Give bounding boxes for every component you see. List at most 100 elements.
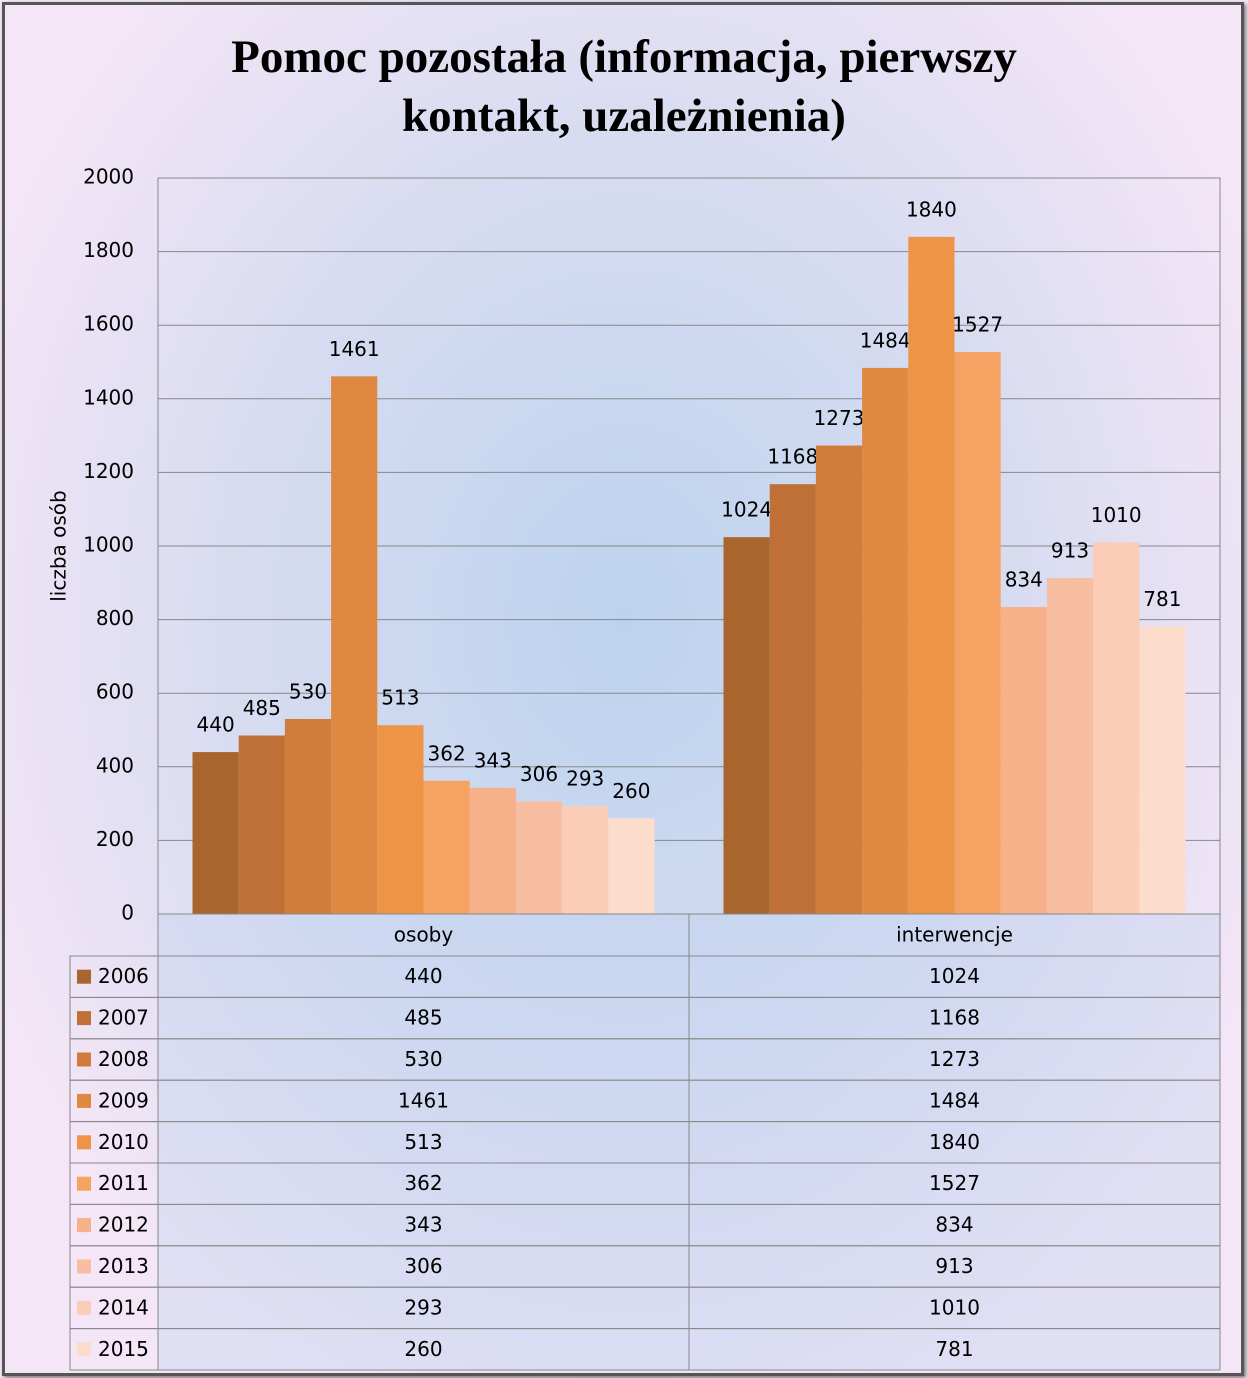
chart-title: Pomoc pozostała (informacja, pierwszy ko… (231, 31, 1017, 142)
y-tick-label: 1400 (83, 385, 134, 409)
bar (562, 806, 609, 914)
table-cell (688, 1162, 1221, 1205)
data-label: 1024 (721, 498, 772, 522)
table-value: 834 (935, 1213, 973, 1237)
y-tick-label: 400 (96, 753, 134, 777)
table-value: 530 (404, 1047, 442, 1071)
y-axis-label: liczba osób (47, 490, 71, 602)
table-cell (688, 1203, 1221, 1247)
table-cell (157, 1286, 690, 1330)
data-label: 834 (1005, 568, 1043, 592)
table-value: 781 (935, 1337, 973, 1361)
legend-label: 2010 (98, 1130, 149, 1154)
legend-label: 2015 (98, 1337, 149, 1361)
legend-label: 2011 (98, 1171, 149, 1195)
table-value: 913 (935, 1254, 973, 1278)
bar (1093, 542, 1140, 914)
table-value: 1484 (929, 1088, 980, 1112)
data-label: 1527 (952, 313, 1003, 337)
legend-swatch (77, 1218, 91, 1233)
y-tick-label: 0 (121, 901, 134, 925)
legend-swatch (77, 1342, 91, 1357)
bar (192, 752, 239, 914)
data-label: 1273 (814, 406, 865, 430)
legend-label: 2008 (98, 1047, 149, 1071)
bar (769, 484, 816, 914)
data-label: 1484 (860, 328, 911, 352)
table-cell (157, 1038, 690, 1081)
data-label: 913 (1051, 539, 1089, 563)
data-label: 260 (612, 779, 650, 803)
data-label: 1168 (767, 445, 818, 469)
table-cell (688, 996, 1221, 1040)
table-value: 293 (404, 1295, 442, 1319)
bar (515, 801, 563, 914)
y-tick-label: 1600 (83, 312, 134, 336)
bar (608, 818, 655, 914)
table-cell (157, 1121, 690, 1164)
legend-swatch (77, 1135, 91, 1150)
table-cell (688, 1079, 1221, 1123)
legend-label: 2013 (98, 1254, 149, 1278)
data-label: 440 (197, 713, 235, 737)
bar (1139, 626, 1186, 914)
table-value: 1527 (929, 1171, 980, 1195)
table-value: 440 (404, 964, 442, 988)
table-cell (688, 1245, 1221, 1288)
bar (954, 352, 1001, 915)
table-cell (157, 1203, 690, 1247)
y-tick-label: 600 (96, 680, 134, 704)
table-value: 1168 (929, 1006, 980, 1030)
legend-swatch (77, 1093, 91, 1108)
data-label: 1461 (329, 337, 380, 361)
table-cell (688, 1328, 1221, 1371)
table-cell (688, 1038, 1221, 1081)
data-label: 781 (1143, 587, 1181, 611)
bar (469, 787, 516, 914)
bar (238, 735, 285, 914)
data-label: 485 (243, 696, 281, 720)
bar (908, 236, 955, 914)
y-tick-label: 2000 (83, 165, 134, 189)
y-tick-label: 1800 (83, 238, 134, 262)
data-label: 362 (428, 741, 466, 765)
bar (1000, 607, 1047, 914)
table-cell (157, 955, 690, 998)
table-value: 1010 (929, 1295, 980, 1319)
table-cell (157, 1245, 690, 1288)
legend-label: 2007 (98, 1006, 149, 1030)
table-value: 1840 (929, 1130, 980, 1154)
data-label: 343 (474, 748, 512, 772)
table-cell (157, 1162, 690, 1205)
table-cell (157, 1079, 690, 1123)
bar (377, 725, 424, 914)
legend-swatch (77, 1011, 91, 1026)
legend-label: 2006 (98, 964, 149, 988)
y-tick-label: 1000 (83, 533, 134, 557)
data-label: 306 (520, 762, 558, 786)
table-value: 1024 (929, 964, 980, 988)
y-tick-label: 800 (96, 606, 134, 630)
bar (1046, 578, 1094, 914)
table-cell (157, 996, 690, 1040)
data-label: 1010 (1091, 503, 1142, 527)
table-header: osoby (394, 923, 454, 947)
table-cell (688, 1121, 1221, 1164)
table-value: 306 (404, 1254, 442, 1278)
legend-swatch (77, 1259, 91, 1274)
bar (284, 718, 332, 914)
y-tick-label: 1200 (83, 459, 134, 483)
legend-swatch (77, 1176, 91, 1191)
table-header: interwencje (896, 923, 1013, 947)
table-value: 343 (404, 1213, 442, 1237)
bar (423, 780, 470, 914)
legend-swatch (77, 1052, 91, 1067)
legend-swatch (77, 969, 91, 984)
table-value: 513 (404, 1130, 442, 1154)
data-label: 530 (289, 679, 327, 703)
data-label: 1840 (906, 197, 957, 221)
data-label: 293 (566, 767, 604, 791)
